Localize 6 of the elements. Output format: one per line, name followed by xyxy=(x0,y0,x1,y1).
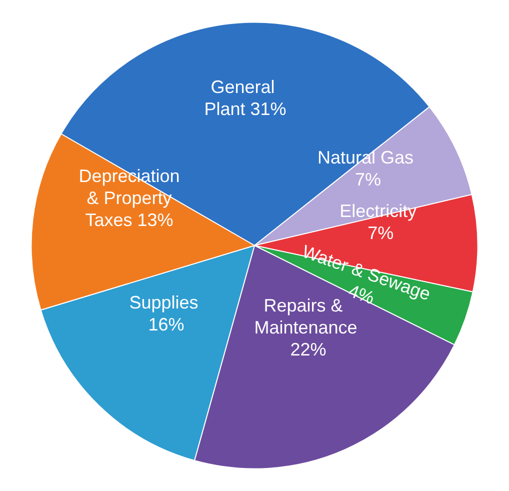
data-label: 22% xyxy=(285,340,326,360)
data-label: 7% xyxy=(355,170,382,190)
slice-label: General Plant 31% xyxy=(204,76,286,119)
data-label: 16% xyxy=(148,314,184,335)
data-label: 7% xyxy=(368,223,394,244)
slice-label: Supplies xyxy=(129,292,204,313)
